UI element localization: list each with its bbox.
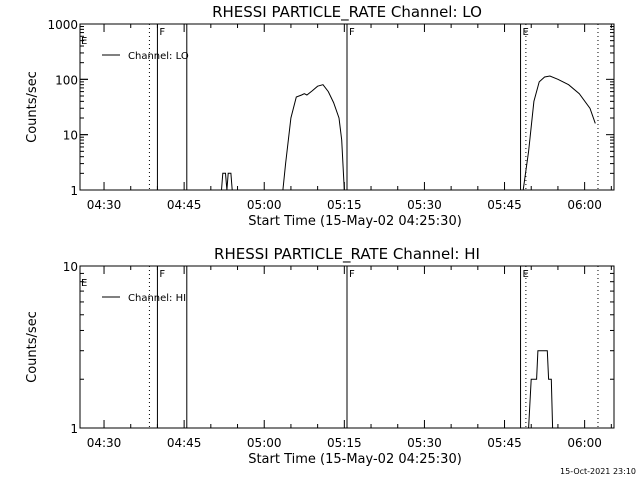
- x-tick-label: 04:30: [87, 436, 122, 450]
- event-marker-label: E: [81, 36, 87, 47]
- x-tick-label: 05:45: [487, 436, 522, 450]
- y-axis-label: Counts/sec: [25, 71, 40, 143]
- x-axis-label: Start Time (15-May-02 04:25:30): [248, 452, 462, 467]
- y-tick-label: 10: [63, 129, 78, 143]
- y-tick-label: 1000: [47, 18, 78, 32]
- x-tick-label: 04:45: [167, 198, 202, 212]
- x-tick-label: 05:30: [407, 198, 442, 212]
- x-tick-label: 05:00: [247, 198, 282, 212]
- x-tick-label: 05:15: [327, 436, 362, 450]
- event-marker-label: F: [349, 269, 355, 280]
- legend-label: Channel: LO: [128, 51, 189, 62]
- chart-title: RHESSI PARTICLE_RATE Channel: HI: [214, 245, 480, 264]
- x-tick-label: 05:15: [327, 198, 362, 212]
- x-tick-label: 04:45: [167, 436, 202, 450]
- chart-title: RHESSI PARTICLE_RATE Channel: LO: [212, 3, 482, 22]
- x-tick-label: 05:30: [407, 436, 442, 450]
- series-line: [221, 75, 596, 191]
- series-line: [528, 350, 554, 429]
- event-marker-label: F: [349, 27, 355, 38]
- x-tick-label: 05:45: [487, 198, 522, 212]
- y-axis-label: Counts/sec: [25, 311, 40, 383]
- y-tick-label: 10: [63, 260, 78, 274]
- panel-2: RHESSI PARTICLE_RATE Channel: HI 1 10 04:30…: [25, 245, 615, 467]
- x-tick-label: 05:00: [247, 436, 282, 450]
- x-tick-label: 06:00: [567, 198, 602, 212]
- timestamp-footer: 15-Oct-2021 23:10: [560, 467, 636, 476]
- x-tick-label: 04:30: [87, 198, 122, 212]
- y-tick-label: 100: [55, 73, 78, 87]
- legend-label: Channel: HI: [128, 293, 186, 304]
- event-marker-label: F: [159, 27, 165, 38]
- y-tick-label: 1: [70, 184, 78, 198]
- x-tick-label: 06:00: [567, 436, 602, 450]
- event-marker-label: E: [81, 278, 87, 289]
- panel-1: RHESSI PARTICLE_RATE Channel: LO 1 10 100 10…: [25, 3, 615, 229]
- x-axis-label: Start Time (15-May-02 04:25:30): [248, 214, 462, 229]
- y-tick-label: 1: [70, 422, 78, 436]
- event-marker-label: F: [159, 269, 165, 280]
